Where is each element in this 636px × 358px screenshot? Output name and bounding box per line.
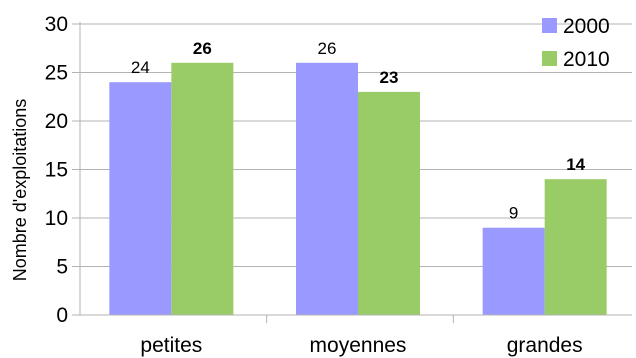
y-axis-label: Nombre d'exploitations (10, 99, 30, 282)
data-label-grandes-2000: 9 (509, 204, 518, 223)
y-tick-label-5: 5 (56, 256, 68, 279)
bar-moyennes-2010 (358, 91, 420, 316)
labels: 0 5 10 15 20 25 30 petites 24 26 moyennes 26 23 grand… (45, 13, 586, 357)
y-tick-label-15: 15 (45, 159, 68, 182)
legend-swatch-2010 (542, 51, 557, 66)
axes (72, 22, 632, 323)
y-tick-label-20: 20 (45, 110, 68, 133)
bar-moyennes-2000 (296, 62, 358, 315)
legend-label-2000: 2000 (563, 15, 610, 38)
legend-label-2010: 2010 (563, 48, 610, 71)
bar-petites-2000 (109, 82, 172, 315)
x-tick-label-petites: petites (140, 334, 202, 357)
x-tick-label-grandes: grandes (507, 334, 583, 357)
data-label-moyennes-2000: 26 (318, 39, 337, 58)
data-label-petites-2010: 26 (193, 39, 212, 58)
data-label-petites-2000: 24 (131, 58, 150, 77)
y-tick-label-30: 30 (45, 13, 68, 36)
x-tick-label-moyennes: moyennes (310, 334, 407, 357)
legend: 2000 2010 (542, 15, 610, 71)
data-label-grandes-2010: 14 (566, 155, 585, 174)
y-tick-label-0: 0 (56, 304, 68, 327)
y-tick-label-10: 10 (45, 207, 68, 230)
bar-grandes-2010 (544, 179, 607, 315)
bar-grandes-2000 (482, 227, 545, 315)
data-label-moyennes-2010: 23 (380, 68, 399, 87)
y-tick-label-25: 25 (45, 62, 68, 85)
bar-petites-2010 (171, 62, 234, 315)
legend-swatch-2000 (542, 18, 557, 33)
bars (109, 62, 607, 316)
